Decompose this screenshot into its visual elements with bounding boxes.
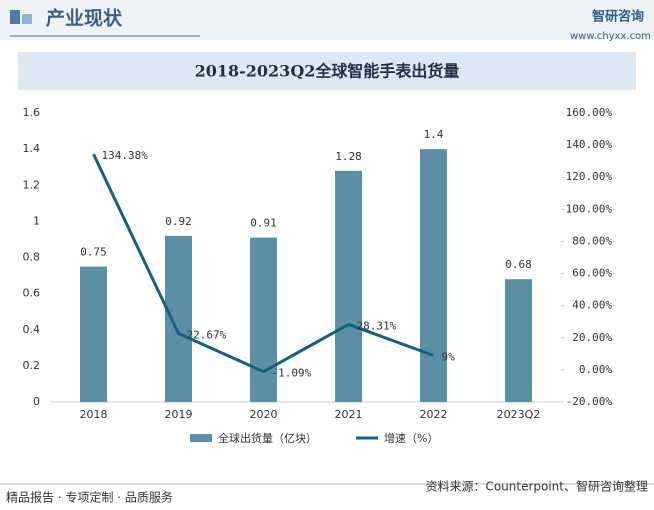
y2-tick-label: 160.00% <box>566 106 613 119</box>
legend-label: 增速（%） <box>384 431 438 445</box>
x-tick-label: 2019 <box>165 408 193 421</box>
footer-source: 资料来源：Counterpoint、智研咨询整理 <box>425 479 648 494</box>
bar-label: 0.68 <box>505 258 532 271</box>
y2-tick-label: 100.00% <box>566 202 613 215</box>
x-tick-label: 2020 <box>250 408 278 421</box>
bar-label: 1.28 <box>335 150 362 163</box>
y-tick-label: 0.2 <box>23 359 41 372</box>
header-band <box>0 0 654 40</box>
y2-tick-label: 80.00% <box>572 234 612 247</box>
y-tick-label: 1 <box>33 214 40 227</box>
header-icon <box>10 10 20 24</box>
y2-tick-label: 0.00% <box>579 363 612 376</box>
x-tick-label: 2022 <box>420 408 448 421</box>
bar <box>505 279 532 402</box>
chart-title: 2018-2023Q2全球智能手表出货量 <box>195 62 460 81</box>
brand: 智研咨询 <box>592 9 644 25</box>
title-box <box>18 52 636 90</box>
bar <box>335 170 362 402</box>
header-title: 产业现状 <box>46 7 123 30</box>
y-tick-label: 1.4 <box>23 142 41 155</box>
line-label: -1.09% <box>272 367 312 380</box>
line-label: 28.31% <box>357 319 397 332</box>
plot: 0 0.2 0.4 0.6 0.8 1 1.2 1.4 1.6 -20.00% 0.00% 20.00… <box>23 106 613 445</box>
x-tick-label: 2021 <box>335 408 363 421</box>
line-label: 134.38% <box>102 149 149 162</box>
y-tick-label: 0.8 <box>23 251 41 264</box>
header-icon <box>22 14 32 24</box>
legend-label: 全球出货量（亿块） <box>218 431 317 445</box>
y2-tick-label: 60.00% <box>572 267 612 280</box>
y2-tick-label: -20.00% <box>566 395 613 408</box>
url: www.chyxx.com <box>570 31 651 42</box>
bar <box>80 266 107 402</box>
legend-swatch <box>190 434 212 442</box>
footer-slogan: 精品报告 · 专项定制 · 品质服务 <box>6 490 173 505</box>
x-tick-label: 2023Q2 <box>497 408 541 421</box>
y2-tick-label: 20.00% <box>572 331 612 344</box>
y-tick-label: 1.6 <box>23 106 41 119</box>
bar <box>250 237 277 402</box>
y2-tick-label: 40.00% <box>572 299 612 312</box>
y2-tick-label: 120.00% <box>566 170 613 183</box>
y-tick-label: 0.4 <box>23 323 41 336</box>
x-tick-label: 2018 <box>80 408 108 421</box>
bar-label: 0.75 <box>80 246 107 259</box>
bar-label: 0.91 <box>250 217 277 230</box>
bar-label: 0.92 <box>165 215 192 228</box>
y-tick-label: 1.2 <box>23 178 41 191</box>
line <box>92 153 435 374</box>
bar <box>420 149 447 402</box>
bar-label: 1.4 <box>424 128 444 141</box>
line-label: 9% <box>442 350 456 363</box>
line-label: 22.67% <box>187 328 227 341</box>
y-tick-label: 0 <box>33 395 40 408</box>
y2-tick-label: 140.00% <box>566 138 613 151</box>
y-tick-label: 0.6 <box>23 287 41 300</box>
bar <box>165 235 192 402</box>
